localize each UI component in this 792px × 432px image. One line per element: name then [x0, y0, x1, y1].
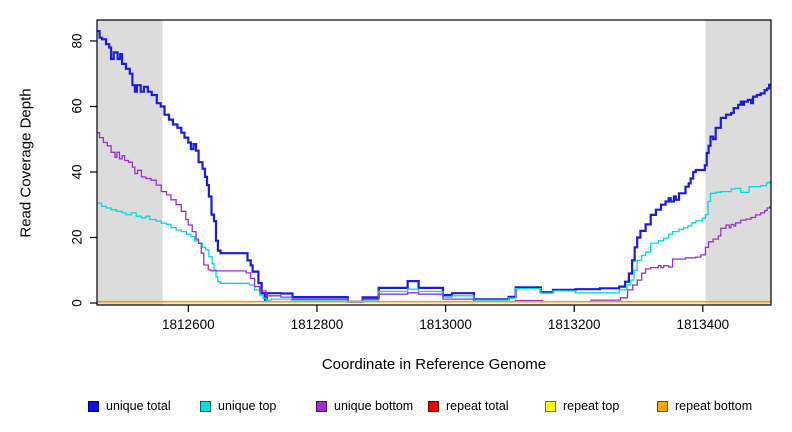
x-tick-label: 1812800 — [290, 317, 344, 332]
y-tick-label: 0 — [69, 299, 85, 307]
x-tick-label: 1813000 — [419, 317, 472, 332]
y-tick-label: 40 — [69, 164, 85, 180]
y-tick-label: 20 — [69, 229, 85, 245]
x-tick-label: 1813200 — [547, 317, 601, 332]
x-axis-title: Coordinate in Reference Genome — [321, 356, 547, 373]
x-tick-label: 1813400 — [676, 317, 730, 332]
y-tick-label: 60 — [69, 98, 85, 114]
y-tick-label: 80 — [69, 33, 85, 49]
x-tick-label: 1812600 — [162, 317, 215, 332]
y-axis-title: Read Coverage Depth — [17, 88, 35, 238]
